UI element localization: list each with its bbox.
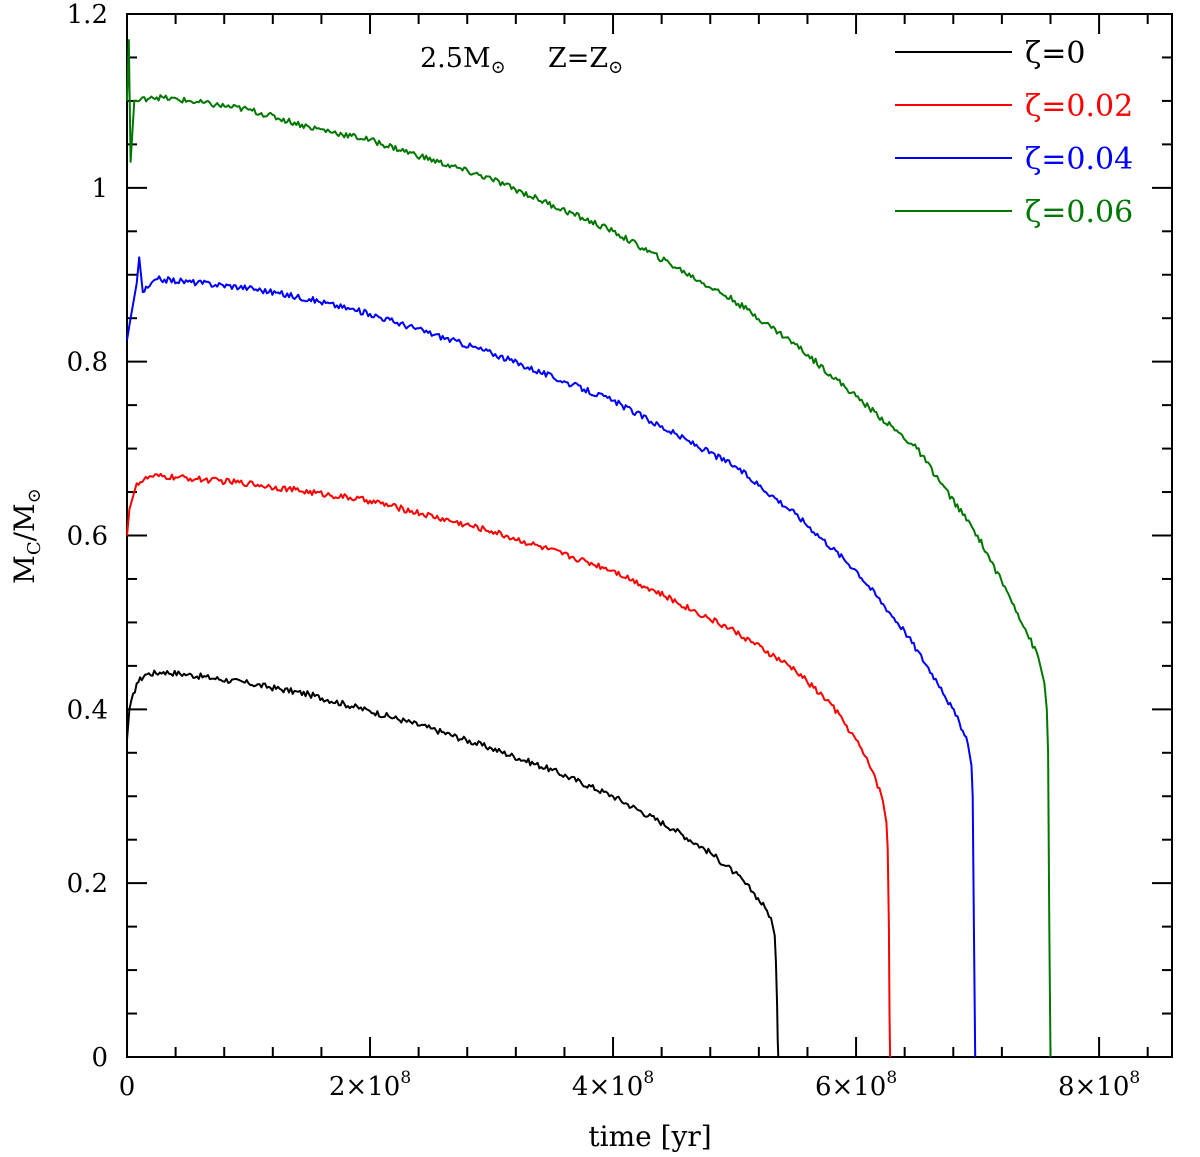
series-lines [126, 39, 1052, 1058]
y-axis-title-sub1: C [24, 541, 45, 555]
x-tick-label: 2×108 [329, 1068, 411, 1102]
x-tick-label-base: 6×10 [815, 1072, 886, 1102]
x-tick-label: 8×108 [1058, 1068, 1140, 1102]
y-tick-label: 1.2 [67, 0, 108, 30]
y-axis-title-slash: /M [8, 503, 41, 541]
y-tick-label: 0.6 [67, 522, 108, 552]
x-tick-label-base: 8×10 [1058, 1072, 1129, 1102]
y-axis-title: MC/M⊙ [8, 488, 45, 584]
annotation-metal-value: Z=Z [548, 43, 608, 74]
annotation-mass: 2.5M⊙ [420, 43, 506, 78]
plot-frame [126, 13, 1173, 1058]
x-tick-label-exp: 8 [886, 1068, 897, 1088]
ticks [126, 13, 1172, 1058]
x-tick-label: 4×108 [572, 1068, 654, 1102]
series-line [126, 39, 1052, 1058]
x-tick-label-exp: 8 [400, 1068, 411, 1088]
legend-label: ζ=0 [1025, 36, 1085, 71]
y-tick-label: 0.4 [67, 695, 108, 725]
x-tick-label-base: 0 [119, 1072, 136, 1102]
y-axis-title-main: M [8, 555, 41, 584]
series-line [126, 669, 780, 1058]
y-tick-label: 0 [91, 1043, 108, 1073]
x-tick-label-base: 2×10 [329, 1072, 400, 1102]
series-line [126, 472, 892, 1058]
legend-label: ζ=0.02 [1025, 89, 1133, 124]
series-line [126, 256, 977, 1058]
annotation-metallicity: Z=Z⊙ [548, 43, 623, 78]
y-axis-title-sub2: ⊙ [24, 488, 45, 503]
plot-frame-group [126, 13, 1173, 1058]
legend-label: ζ=0.04 [1025, 142, 1133, 177]
x-tick-label-base: 4×10 [572, 1072, 643, 1102]
y-tick-label: 1 [91, 174, 108, 204]
x-tick-label: 6×108 [815, 1068, 897, 1102]
x-axis-title: time [yr] [588, 1120, 711, 1153]
annotation-metal-sub: ⊙ [608, 57, 623, 78]
y-tick-label: 0.8 [67, 348, 108, 378]
annotation-mass-sub: ⊙ [491, 57, 506, 78]
x-tick-label-exp: 8 [643, 1068, 654, 1088]
legend-label: ζ=0.06 [1025, 195, 1133, 230]
legend: ζ=0 ζ=0.02 ζ=0.04 ζ=0.06 [895, 36, 1133, 230]
annotation-mass-value: 2.5M [420, 43, 491, 74]
x-tick-label-exp: 8 [1129, 1068, 1140, 1088]
y-tick-label: 0.2 [67, 869, 108, 899]
x-tick-label: 0 [119, 1072, 136, 1102]
